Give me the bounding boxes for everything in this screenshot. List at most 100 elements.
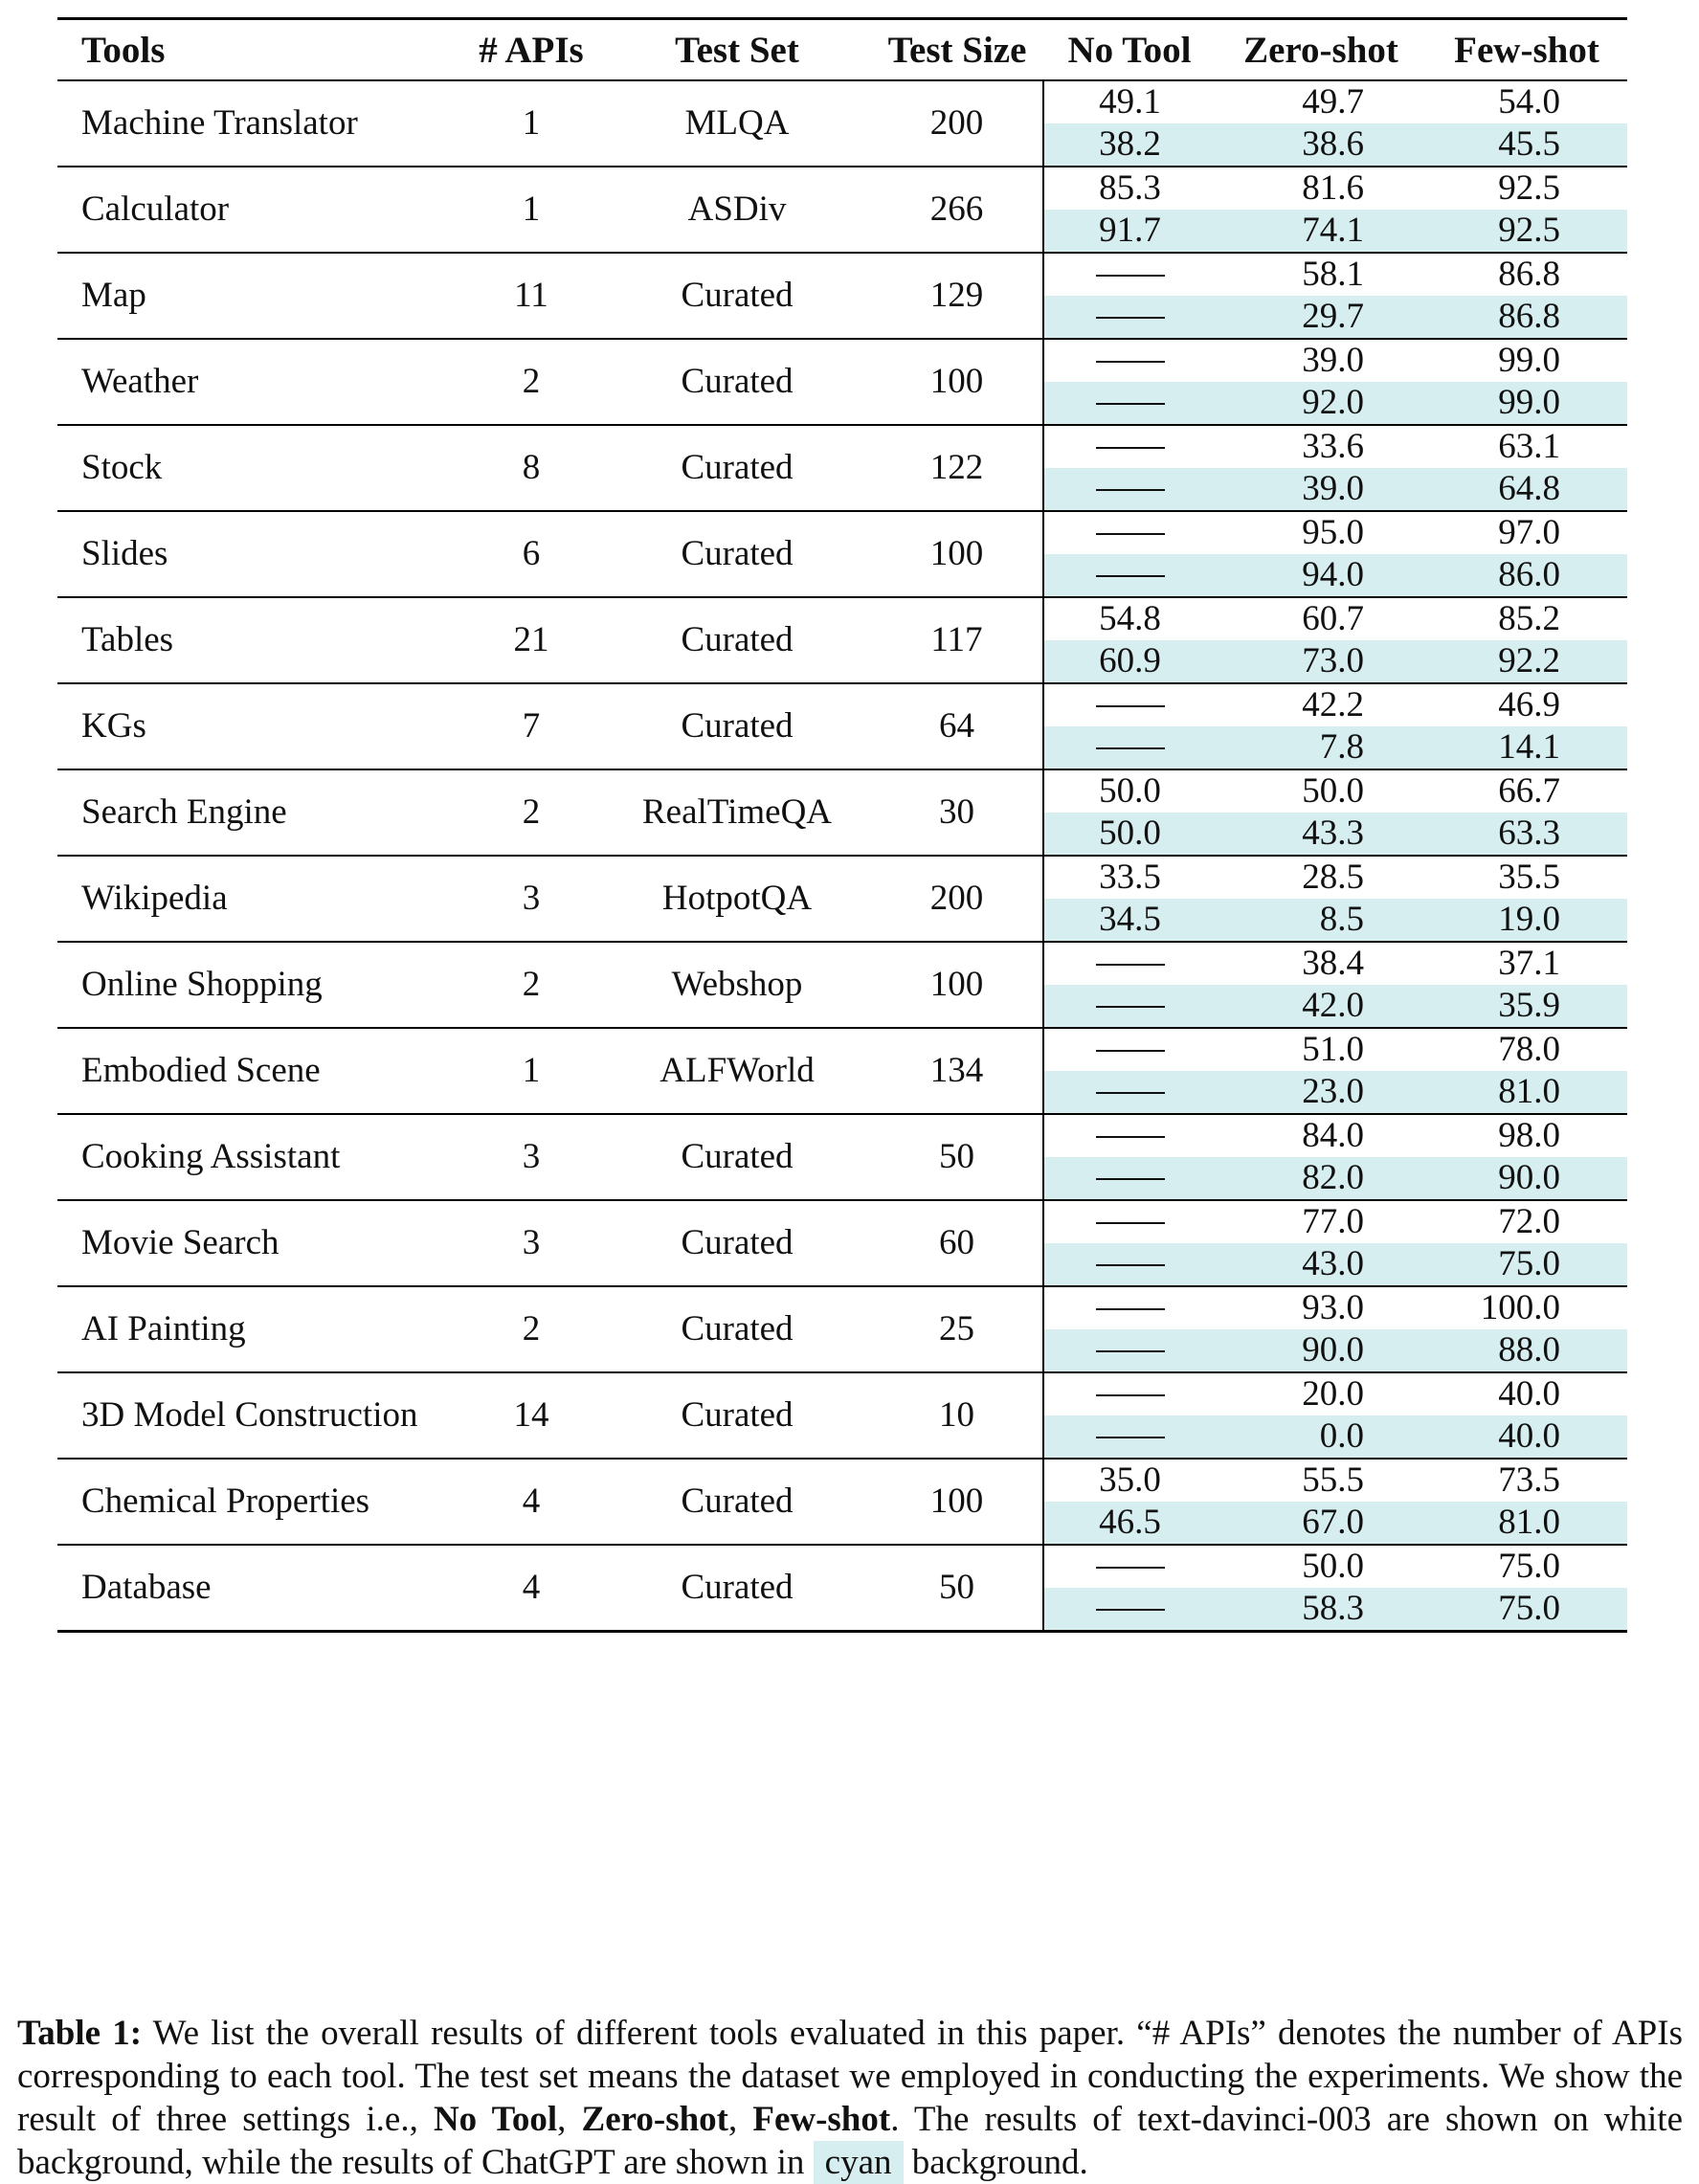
test-set: ASDiv [603,167,871,254]
chatgpt-zero-shot-cell: 92.0 [1216,382,1426,426]
davinci-few-shot: 73.5 [1498,1460,1560,1500]
results-table: Tools # APIs Test Set Test Size No Tool … [57,17,1627,1633]
davinci-no-tool [1044,1287,1216,1329]
davinci-zero-shot: 38.4 [1302,944,1364,983]
chatgpt-few-shot: 86.0 [1426,554,1627,596]
table-row-chatgpt: 34.5 8.5 19.0 [57,899,1627,943]
no-result-dash [1095,963,1165,966]
chatgpt-no-tool [1044,382,1216,424]
chatgpt-few-shot-cell: 63.3 [1426,813,1627,857]
davinci-zero-shot-cell: 81.6 [1216,167,1426,210]
davinci-zero-shot-cell: 42.2 [1216,683,1426,726]
chatgpt-no-tool-cell [1042,726,1216,770]
test-size: 50 [871,1545,1043,1633]
chatgpt-few-shot-cell: 19.0 [1426,899,1627,943]
davinci-no-tool: 85.3 [1099,168,1161,208]
davinci-no-tool-cell [1042,1286,1216,1329]
davinci-zero-shot: 20.0 [1302,1374,1364,1414]
test-set: ALFWorld [603,1028,871,1115]
davinci-zero-shot: 33.6 [1302,427,1364,466]
tool-name: Machine Translator [57,80,459,167]
davinci-no-tool [1044,340,1216,382]
davinci-few-shot-cell: 37.1 [1426,942,1627,985]
davinci-zero-shot: 49.7 [1302,82,1364,122]
chatgpt-zero-shot: 92.0 [1216,382,1426,424]
tool-name: Wikipedia [57,856,459,943]
chatgpt-no-tool-cell: 50.0 [1042,813,1216,857]
table-row-chatgpt: 38.2 38.6 45.5 [57,123,1627,167]
davinci-few-shot: 37.1 [1498,944,1560,983]
test-set: Curated [603,339,871,426]
chatgpt-few-shot-cell: 88.0 [1426,1329,1627,1373]
davinci-zero-shot: 93.0 [1302,1288,1364,1327]
chatgpt-few-shot-cell: 14.1 [1426,726,1627,770]
no-result-dash [1095,1005,1165,1008]
chatgpt-few-shot-cell: 35.9 [1426,985,1627,1029]
table-row: Tables 21 Curated 117 54.8 60.7 85.2 [57,597,1627,684]
chatgpt-no-tool [1044,1415,1216,1458]
test-set: Curated [603,253,871,340]
tool-name: Slides [57,511,459,598]
header-tools: Tools [57,17,459,81]
chatgpt-few-shot: 99.0 [1426,382,1627,424]
chatgpt-zero-shot: 74.1 [1216,210,1426,252]
davinci-no-tool: 33.5 [1099,858,1161,897]
test-size: 10 [871,1372,1043,1460]
chatgpt-zero-shot-cell: 67.0 [1216,1502,1426,1546]
tool-name: Cooking Assistant [57,1114,459,1201]
chatgpt-no-tool-cell [1042,382,1216,426]
api-count: 8 [459,425,603,512]
test-set: Curated [603,1200,871,1287]
tool-name: Calculator [57,167,459,254]
table-row: Stock 8 Curated 122 33.6 63.1 [57,425,1627,512]
table-row-chatgpt: 0.0 40.0 [57,1415,1627,1460]
chatgpt-no-tool [1044,554,1216,596]
chatgpt-zero-shot-cell: 29.7 [1216,296,1426,340]
davinci-few-shot: 54.0 [1498,82,1560,122]
chatgpt-few-shot-cell: 99.0 [1426,382,1627,426]
test-size: 200 [871,80,1043,167]
davinci-no-tool [1044,512,1216,554]
no-result-dash [1095,574,1165,577]
tool-name: Database [57,1545,459,1633]
chatgpt-zero-shot-cell: 74.1 [1216,210,1426,254]
api-count: 3 [459,1114,603,1201]
chatgpt-no-tool: 50.0 [1044,813,1216,855]
no-result-dash [1095,402,1165,405]
table-row-chatgpt: 7.8 14.1 [57,726,1627,770]
chatgpt-zero-shot-cell: 23.0 [1216,1071,1426,1115]
test-set: Curated [603,1372,871,1460]
chatgpt-few-shot-cell: 90.0 [1426,1157,1627,1201]
test-size: 117 [871,597,1043,684]
chatgpt-zero-shot-cell: 43.3 [1216,813,1426,857]
test-size: 30 [871,769,1043,857]
table-row-chatgpt: 46.5 67.0 81.0 [57,1502,1627,1546]
davinci-few-shot: 98.0 [1498,1116,1560,1155]
davinci-few-shot-cell: 40.0 [1426,1372,1627,1415]
davinci-few-shot: 63.1 [1498,427,1560,466]
no-result-dash [1095,1566,1165,1569]
chatgpt-zero-shot-cell: 94.0 [1216,554,1426,598]
no-result-dash [1095,704,1165,707]
chatgpt-no-tool-cell [1042,554,1216,598]
test-set: Curated [603,1545,871,1633]
davinci-no-tool [1044,1373,1216,1415]
chatgpt-few-shot-cell: 86.0 [1426,554,1627,598]
table-row: Map 11 Curated 129 58.1 86.8 [57,253,1627,340]
davinci-few-shot: 46.9 [1498,685,1560,724]
davinci-zero-shot-cell: 84.0 [1216,1114,1426,1157]
chatgpt-no-tool [1044,1243,1216,1285]
davinci-no-tool [1044,1115,1216,1157]
davinci-no-tool [1044,1546,1216,1588]
davinci-zero-shot-cell: 20.0 [1216,1372,1426,1415]
davinci-zero-shot-cell: 58.1 [1216,253,1426,296]
davinci-zero-shot-cell: 50.0 [1216,769,1426,813]
davinci-no-tool-cell [1042,253,1216,296]
davinci-few-shot-cell: 85.2 [1426,597,1627,640]
caption-bold-zero-shot: Zero-shot [581,2100,728,2139]
caption-label: Table 1: [17,2014,143,2053]
chatgpt-no-tool: 60.9 [1044,640,1216,682]
chatgpt-few-shot: 81.0 [1426,1071,1627,1113]
api-count: 21 [459,597,603,684]
test-set: Curated [603,1286,871,1373]
